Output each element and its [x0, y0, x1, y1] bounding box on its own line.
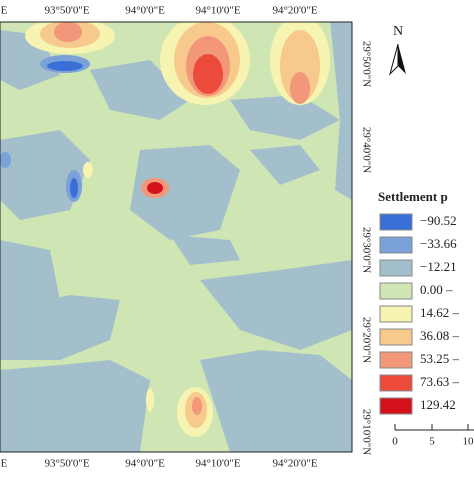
zone	[147, 182, 163, 194]
legend-swatch	[380, 398, 412, 414]
legend-label: 14.62 –	[420, 305, 460, 320]
bottom-coordinate-label: 94°10'0"E	[195, 458, 240, 470]
legend-swatch	[380, 260, 412, 276]
zone	[47, 61, 83, 71]
zone	[54, 22, 82, 42]
north-label: N	[393, 24, 403, 39]
north-arrow: N	[390, 24, 406, 74]
legend-label: 36.08 –	[420, 328, 460, 343]
right-coordinate-label: 29°50'0"N	[360, 41, 372, 87]
right-coordinate-label: 29°30'0"N	[360, 227, 372, 273]
legend-swatch	[380, 329, 412, 345]
zone	[193, 54, 223, 94]
legend-swatch	[380, 306, 412, 322]
top-coordinate-label: 94°0'0"E	[125, 5, 165, 17]
legend: Settlement p −90.52 −33.66 −12.21 0.00 – 14.6…	[378, 189, 460, 414]
right-coordinate-label: 29°20'0"N	[360, 317, 372, 363]
scale-label: 10	[463, 436, 474, 448]
legend-label: −33.66	[420, 236, 457, 251]
legend-title: Settlement p	[378, 189, 448, 204]
bottom-coordinate-label: E	[1, 458, 8, 470]
legend-swatch	[380, 352, 412, 368]
top-coordinate-label: E	[1, 5, 8, 17]
legend-swatch	[380, 214, 412, 230]
legend-swatch	[380, 375, 412, 391]
zone	[192, 397, 202, 415]
legend-label: 0.00 –	[420, 282, 453, 297]
legend-swatch	[380, 283, 412, 299]
bottom-coordinate-label: 94°20'0"E	[272, 458, 317, 470]
top-coordinate-label: 94°20'0"E	[272, 5, 317, 17]
zone	[0, 360, 150, 452]
bottom-coordinate-label: 94°0'0"E	[125, 458, 165, 470]
legend-swatch	[380, 237, 412, 253]
right-coordinate-label: 29°10'0"N	[360, 409, 372, 455]
top-coordinate-label: 94°10'0"E	[195, 5, 240, 17]
zone	[70, 178, 78, 198]
scale-bar	[395, 424, 474, 430]
legend-label: −12.21	[420, 259, 457, 274]
zone	[146, 388, 154, 412]
legend-label: 73.63 –	[420, 374, 460, 389]
legend-label: 53.25 –	[420, 351, 460, 366]
top-coordinate-label: 93°50'0"E	[44, 5, 89, 17]
scale-label: 5	[429, 436, 435, 448]
legend-label: −90.52	[420, 213, 457, 228]
bottom-coordinate-label: 93°50'0"E	[44, 458, 89, 470]
legend-label: 129.42	[420, 397, 456, 412]
scale-label: 0	[392, 436, 398, 448]
right-coordinate-label: 29°40'0"N	[360, 127, 372, 173]
map-area	[0, 15, 352, 452]
zone	[83, 162, 93, 178]
zone	[290, 72, 310, 104]
